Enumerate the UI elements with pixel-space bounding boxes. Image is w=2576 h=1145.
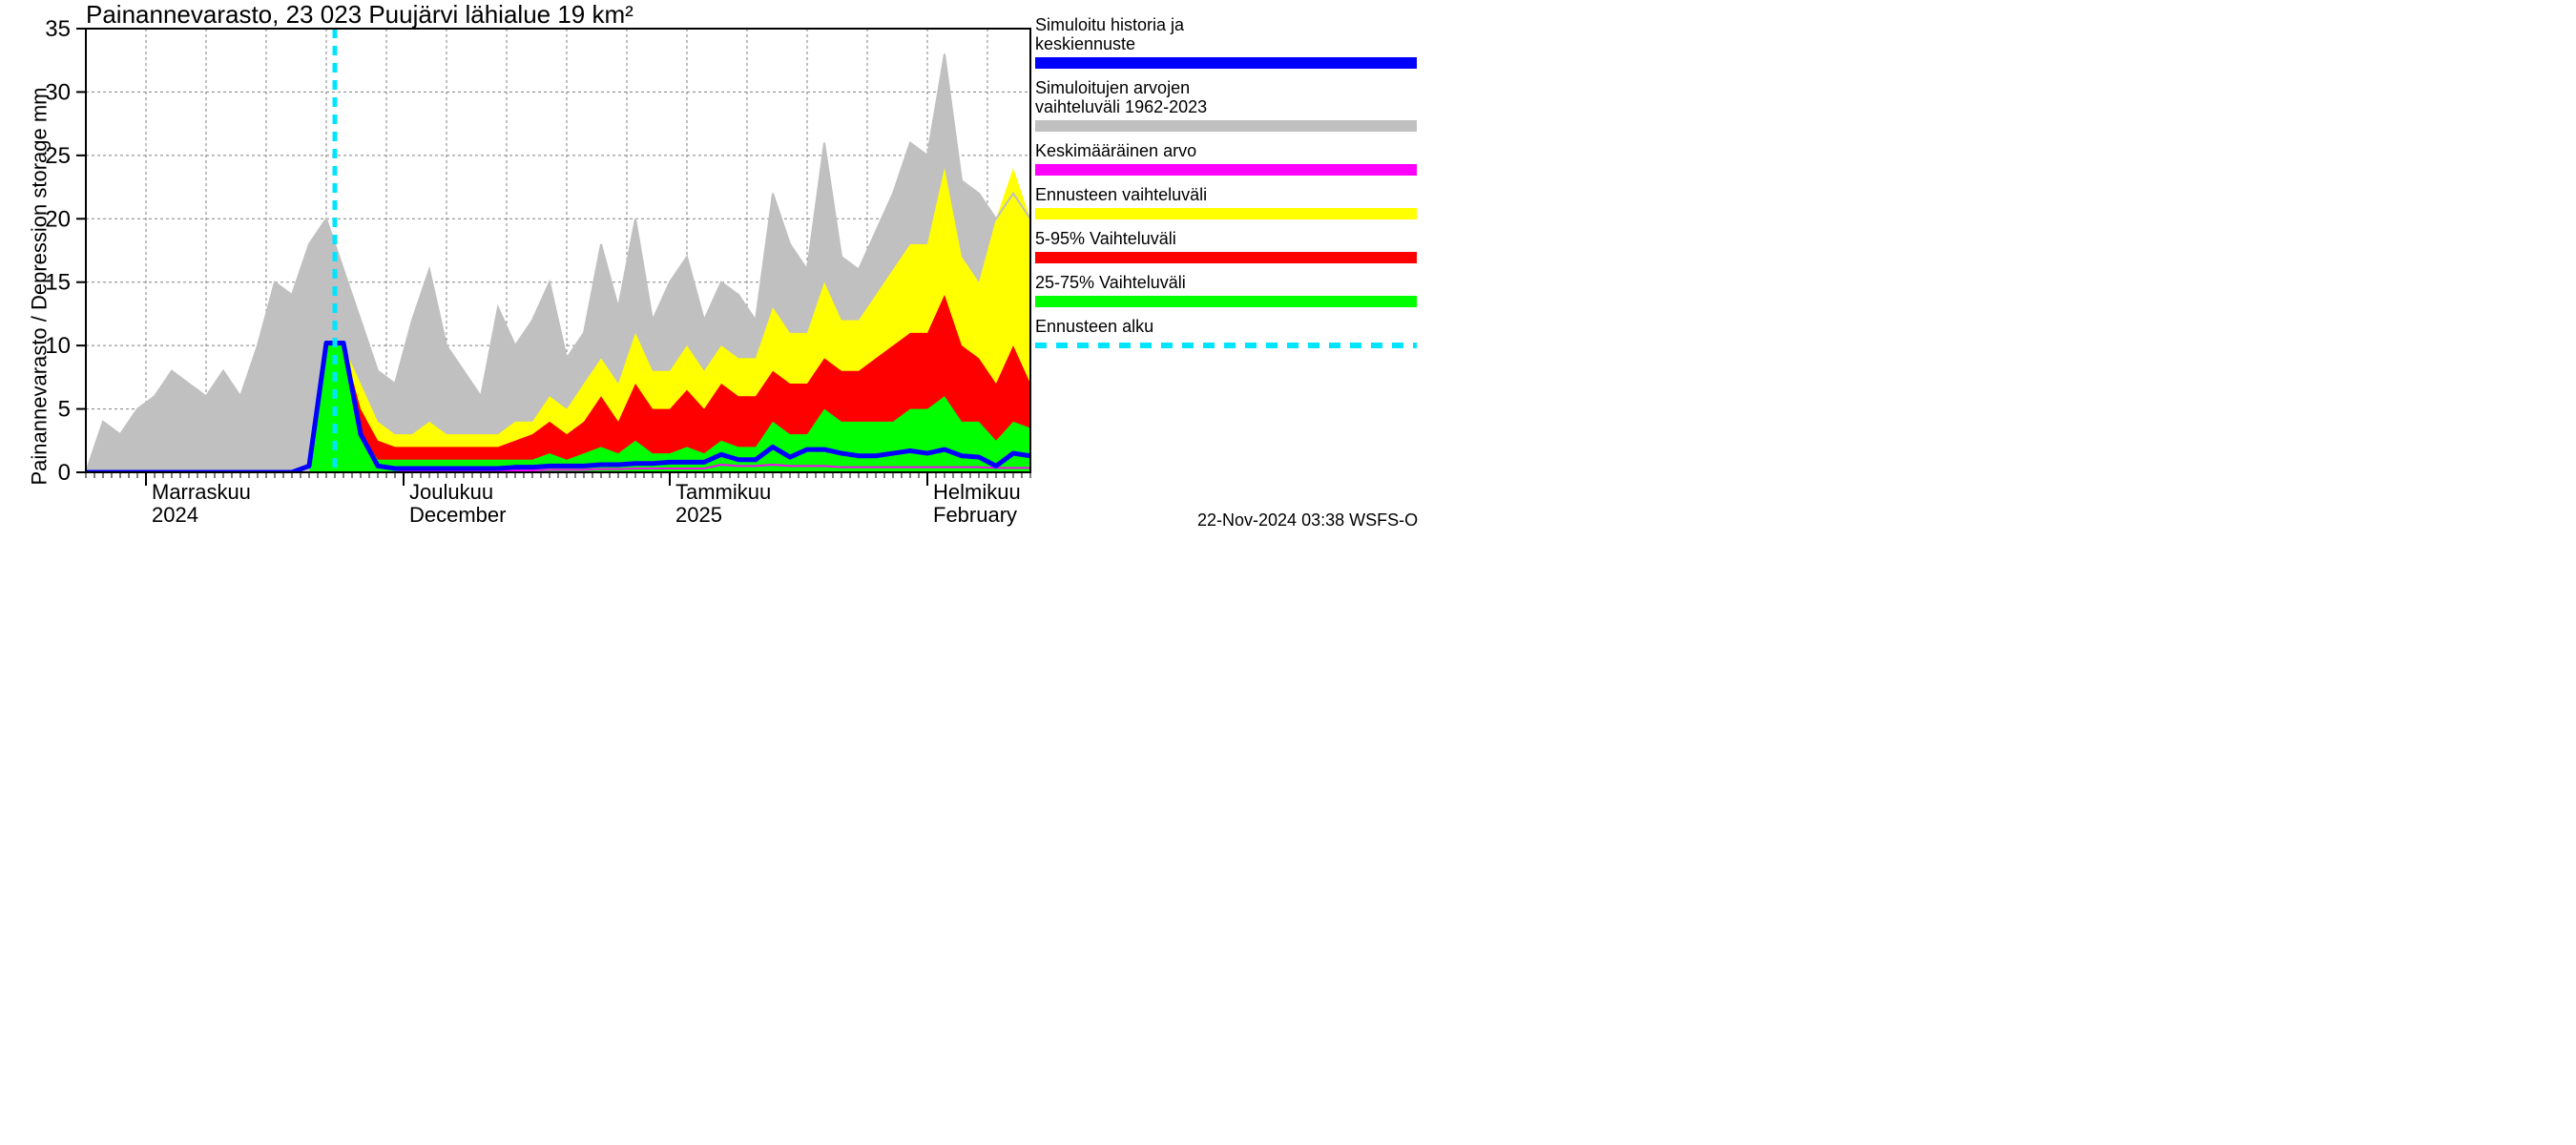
svg-text:Simuloitu historia ja: Simuloitu historia ja [1035, 15, 1185, 34]
svg-text:Ennusteen vaihteluväli: Ennusteen vaihteluväli [1035, 185, 1207, 204]
svg-text:Marraskuu: Marraskuu [152, 480, 251, 504]
chart-title: Painannevarasto, 23 023 Puujärvi lähialu… [86, 0, 634, 29]
svg-text:keskiennuste: keskiennuste [1035, 34, 1135, 53]
svg-text:5-95% Vaihteluväli: 5-95% Vaihteluväli [1035, 229, 1176, 248]
timestamp-label: 22-Nov-2024 03:38 WSFS-O [1197, 510, 1418, 531]
svg-text:December: December [409, 503, 506, 527]
svg-text:Keskimääräinen arvo: Keskimääräinen arvo [1035, 141, 1196, 160]
svg-text:Joulukuu: Joulukuu [409, 480, 493, 504]
svg-text:0: 0 [58, 460, 71, 486]
svg-text:vaihteluväli 1962-2023: vaihteluväli 1962-2023 [1035, 97, 1207, 116]
svg-text:Ennusteen alku: Ennusteen alku [1035, 317, 1153, 336]
chart-container: Painannevarasto / Depression storage mm … [0, 0, 1431, 572]
svg-text:February: February [933, 503, 1017, 527]
svg-text:Simuloitujen arvojen: Simuloitujen arvojen [1035, 78, 1190, 97]
y-axis-label: Painannevarasto / Depression storage mm [28, 88, 52, 486]
svg-text:Tammikuu: Tammikuu [675, 480, 771, 504]
svg-text:2025: 2025 [675, 503, 722, 527]
svg-text:35: 35 [45, 16, 71, 42]
svg-text:2024: 2024 [152, 503, 198, 527]
svg-text:25-75% Vaihteluväli: 25-75% Vaihteluväli [1035, 273, 1186, 292]
svg-text:Helmikuu: Helmikuu [933, 480, 1021, 504]
svg-text:5: 5 [58, 397, 71, 423]
depression-storage-chart: Painannevarasto, 23 023 Puujärvi lähialu… [0, 0, 1431, 572]
